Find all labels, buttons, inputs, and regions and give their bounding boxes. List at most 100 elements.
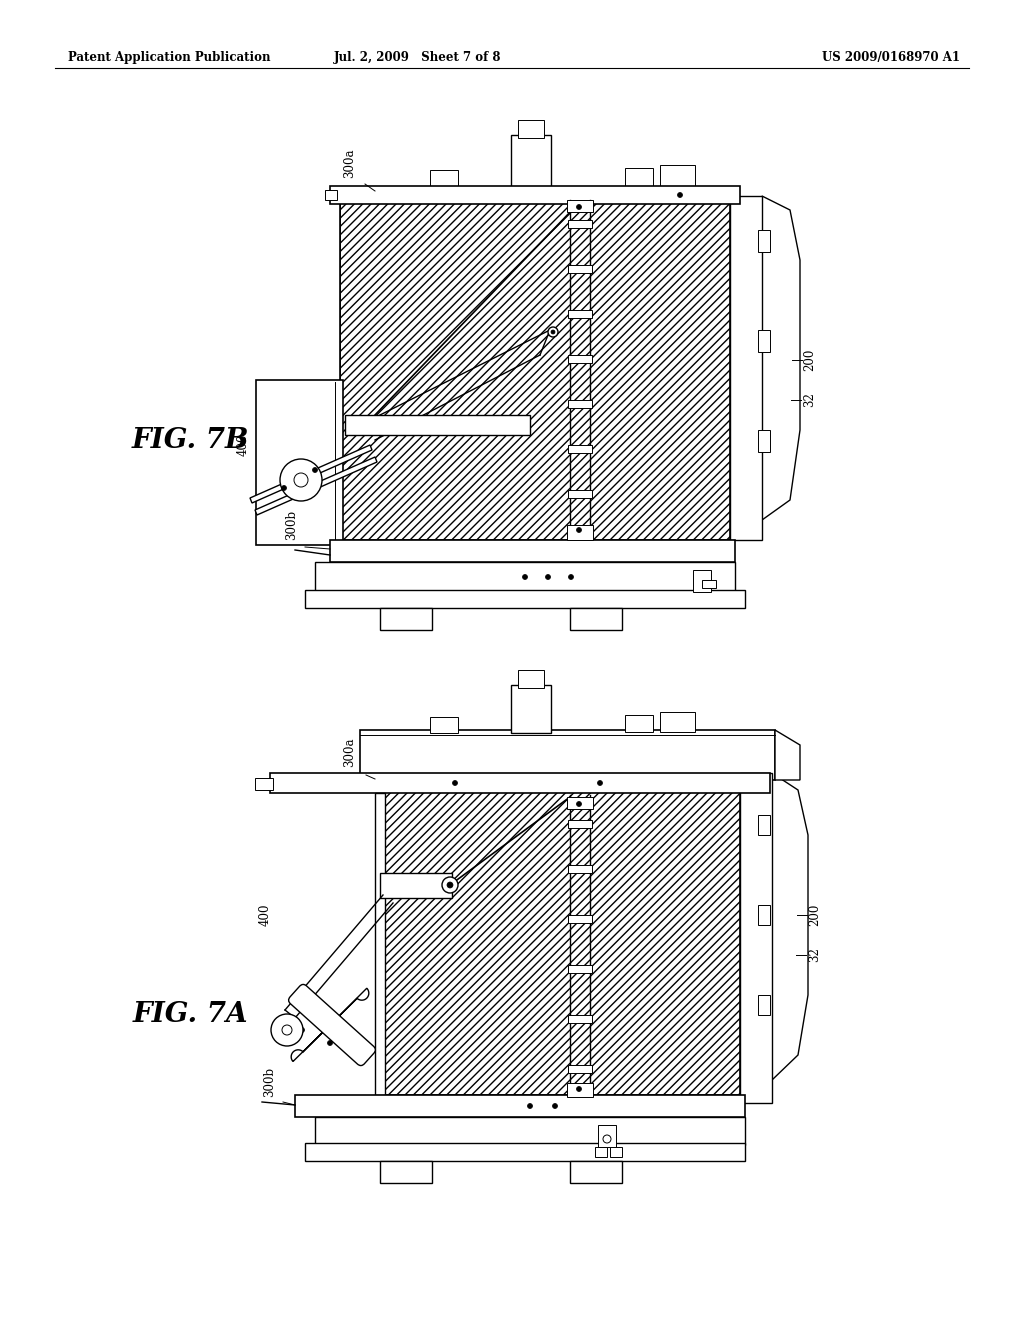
Bar [758, 430, 770, 451]
Bar [740, 774, 772, 1104]
Bar [598, 1125, 616, 1147]
Bar [625, 715, 653, 733]
Bar [340, 201, 730, 540]
Circle shape [551, 330, 555, 334]
Circle shape [271, 1014, 303, 1045]
Circle shape [294, 473, 308, 487]
Bar [430, 717, 458, 733]
Bar [340, 201, 730, 540]
Text: 32: 32 [809, 948, 821, 962]
Bar [330, 186, 740, 205]
Bar [380, 609, 432, 630]
Polygon shape [250, 445, 372, 503]
Bar [567, 797, 593, 809]
Bar [511, 685, 551, 733]
Text: 300a: 300a [343, 149, 356, 178]
Bar [270, 774, 770, 793]
Bar [315, 562, 735, 591]
Bar [568, 400, 592, 408]
Bar [315, 1117, 745, 1144]
Circle shape [282, 1026, 292, 1035]
Bar [758, 814, 770, 836]
Bar [568, 220, 592, 228]
Bar [518, 671, 544, 688]
Circle shape [603, 1135, 611, 1143]
Circle shape [577, 528, 582, 532]
Bar [568, 915, 592, 923]
Circle shape [447, 882, 453, 888]
Text: 200: 200 [804, 348, 816, 371]
Circle shape [282, 486, 287, 491]
Bar [595, 1147, 607, 1158]
Bar [567, 525, 593, 540]
Circle shape [527, 1104, 532, 1109]
Bar [758, 330, 770, 352]
Polygon shape [291, 989, 369, 1061]
Bar [570, 609, 622, 630]
Text: Patent Application Publication: Patent Application Publication [68, 51, 270, 65]
Bar [568, 1065, 592, 1073]
Bar [380, 775, 740, 1096]
Circle shape [597, 780, 602, 785]
Circle shape [577, 801, 582, 807]
Bar [568, 265, 592, 273]
Bar [758, 906, 770, 925]
Bar [567, 1082, 593, 1097]
Polygon shape [255, 457, 377, 515]
Circle shape [568, 574, 573, 579]
Bar [758, 230, 770, 252]
Bar [511, 135, 551, 187]
Circle shape [577, 1086, 582, 1092]
Bar [380, 1162, 432, 1183]
Bar [330, 540, 735, 562]
Bar [305, 590, 745, 609]
Bar [375, 793, 385, 1096]
Circle shape [678, 193, 683, 198]
Bar [325, 190, 337, 201]
Text: Jul. 2, 2009   Sheet 7 of 8: Jul. 2, 2009 Sheet 7 of 8 [334, 51, 502, 65]
Bar [380, 775, 740, 1096]
Text: FIG. 7A: FIG. 7A [132, 1002, 248, 1028]
Bar [610, 1147, 622, 1158]
Circle shape [548, 327, 558, 337]
Text: 400: 400 [258, 904, 271, 927]
Text: 400: 400 [237, 434, 250, 457]
Bar [360, 730, 775, 780]
Circle shape [522, 574, 527, 579]
FancyBboxPatch shape [289, 985, 376, 1065]
Circle shape [546, 574, 551, 579]
Text: 32: 32 [804, 392, 816, 408]
Circle shape [280, 459, 322, 502]
Bar [693, 570, 711, 591]
Polygon shape [772, 774, 808, 1080]
Bar [568, 445, 592, 453]
Circle shape [312, 467, 317, 473]
Bar [518, 120, 544, 139]
Circle shape [553, 1104, 557, 1109]
Circle shape [328, 1040, 333, 1045]
Bar [568, 355, 592, 363]
Bar [660, 165, 695, 187]
Bar [567, 201, 593, 213]
Text: US 2009/0168970 A1: US 2009/0168970 A1 [822, 51, 961, 65]
Bar [305, 1143, 745, 1162]
Polygon shape [762, 195, 800, 520]
Text: 300a: 300a [343, 738, 356, 767]
Text: 300b: 300b [286, 510, 299, 540]
Bar [380, 873, 452, 898]
Bar [568, 1015, 592, 1023]
Bar [702, 579, 716, 587]
Circle shape [299, 1027, 304, 1032]
Text: 200: 200 [809, 904, 821, 927]
Bar [568, 865, 592, 873]
Text: FIG. 7B: FIG. 7B [131, 426, 249, 454]
Bar [568, 490, 592, 498]
Text: 300b: 300b [263, 1067, 276, 1097]
Circle shape [577, 205, 582, 210]
Bar [570, 1162, 622, 1183]
Bar [660, 711, 695, 733]
Circle shape [442, 876, 458, 894]
Bar [568, 310, 592, 318]
Bar [256, 380, 343, 545]
Circle shape [453, 780, 458, 785]
